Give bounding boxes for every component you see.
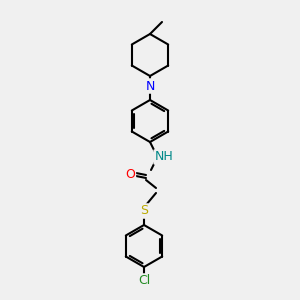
Text: Cl: Cl [138, 274, 150, 287]
Text: O: O [125, 167, 135, 181]
Text: N: N [145, 80, 155, 92]
Text: S: S [140, 205, 148, 218]
Text: NH: NH [154, 151, 173, 164]
